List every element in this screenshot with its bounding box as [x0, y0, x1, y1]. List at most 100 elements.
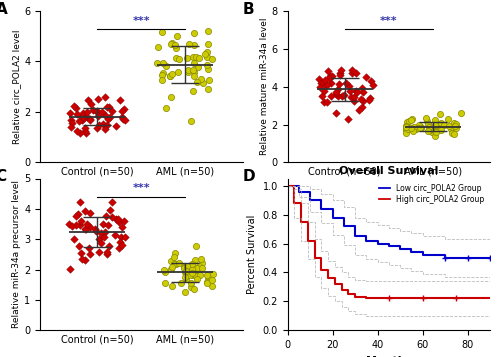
Point — [345, 84, 353, 89]
Point — [66, 221, 74, 227]
Point — [72, 213, 80, 218]
Point — [350, 94, 358, 100]
Text: C: C — [0, 170, 6, 185]
Point — [103, 105, 111, 110]
Text: A: A — [0, 2, 7, 17]
Point — [154, 60, 162, 66]
Point — [358, 104, 366, 110]
Point — [340, 92, 347, 98]
Point — [354, 89, 362, 95]
Point — [172, 45, 180, 50]
Point — [328, 73, 336, 79]
Point — [162, 105, 170, 111]
Point — [320, 99, 328, 105]
Point — [182, 276, 190, 282]
Point — [120, 106, 128, 112]
Point — [170, 254, 178, 260]
High circ_POLA2 Group — [305, 238, 311, 243]
Point — [424, 121, 432, 127]
Point — [204, 276, 212, 281]
Point — [316, 80, 324, 86]
High circ_POLA2 Group — [291, 201, 297, 205]
Point — [87, 101, 95, 107]
Point — [120, 116, 128, 122]
Point — [86, 224, 94, 230]
Point — [96, 240, 104, 246]
Point — [193, 276, 201, 282]
Point — [160, 267, 168, 273]
Point — [86, 116, 94, 122]
Point — [362, 74, 370, 80]
Point — [322, 82, 330, 88]
Point — [166, 258, 174, 263]
Point — [328, 93, 336, 99]
Point — [431, 134, 439, 139]
Point — [168, 264, 176, 270]
Point — [323, 99, 331, 104]
Point — [189, 88, 197, 94]
High circ_POLA2 Group — [386, 296, 392, 301]
Point — [76, 199, 84, 205]
Point — [73, 129, 81, 134]
Point — [413, 126, 421, 131]
Point — [172, 262, 180, 267]
Point — [73, 111, 81, 117]
Point — [112, 216, 120, 221]
Point — [436, 124, 444, 130]
Point — [77, 218, 85, 224]
Point — [111, 232, 119, 237]
Point — [83, 221, 91, 227]
Point — [103, 251, 111, 257]
Point — [322, 82, 330, 88]
Point — [68, 223, 76, 229]
Point — [94, 96, 102, 102]
Point — [444, 116, 452, 121]
Point — [190, 55, 198, 60]
Low circ_POLA2 Group — [296, 189, 302, 193]
Point — [204, 280, 212, 285]
High circ_POLA2 Group — [332, 282, 338, 286]
X-axis label: Months: Months — [366, 356, 412, 357]
Point — [196, 272, 204, 277]
Point — [168, 71, 176, 76]
Point — [182, 275, 190, 280]
Point — [182, 271, 190, 276]
Point — [166, 41, 174, 47]
Low circ_POLA2 Group — [431, 253, 437, 257]
Point — [194, 266, 202, 271]
Point — [428, 129, 436, 135]
Point — [81, 128, 89, 134]
Point — [402, 123, 410, 129]
Point — [100, 235, 108, 240]
Point — [188, 270, 196, 275]
High circ_POLA2 Group — [487, 296, 493, 301]
Low circ_POLA2 Group — [318, 207, 324, 211]
Point — [79, 116, 87, 122]
Y-axis label: Percent Survival: Percent Survival — [247, 215, 257, 294]
Point — [334, 86, 342, 91]
Point — [402, 127, 410, 133]
Point — [350, 99, 358, 104]
Point — [78, 115, 86, 120]
Point — [91, 226, 99, 232]
Point — [184, 69, 192, 75]
Point — [316, 85, 324, 90]
Point — [122, 234, 130, 240]
Point — [432, 129, 440, 135]
Point — [74, 211, 82, 216]
Point — [332, 89, 340, 95]
Point — [162, 63, 170, 69]
Point — [205, 77, 213, 82]
Point — [72, 105, 80, 111]
Point — [327, 80, 335, 86]
Point — [195, 263, 203, 269]
Point — [402, 130, 410, 136]
Point — [168, 266, 175, 272]
Point — [208, 56, 216, 61]
Point — [188, 119, 196, 124]
Point — [86, 251, 94, 257]
Low circ_POLA2 Group — [352, 234, 358, 238]
Point — [106, 114, 114, 120]
Point — [81, 226, 89, 232]
Point — [181, 270, 189, 275]
